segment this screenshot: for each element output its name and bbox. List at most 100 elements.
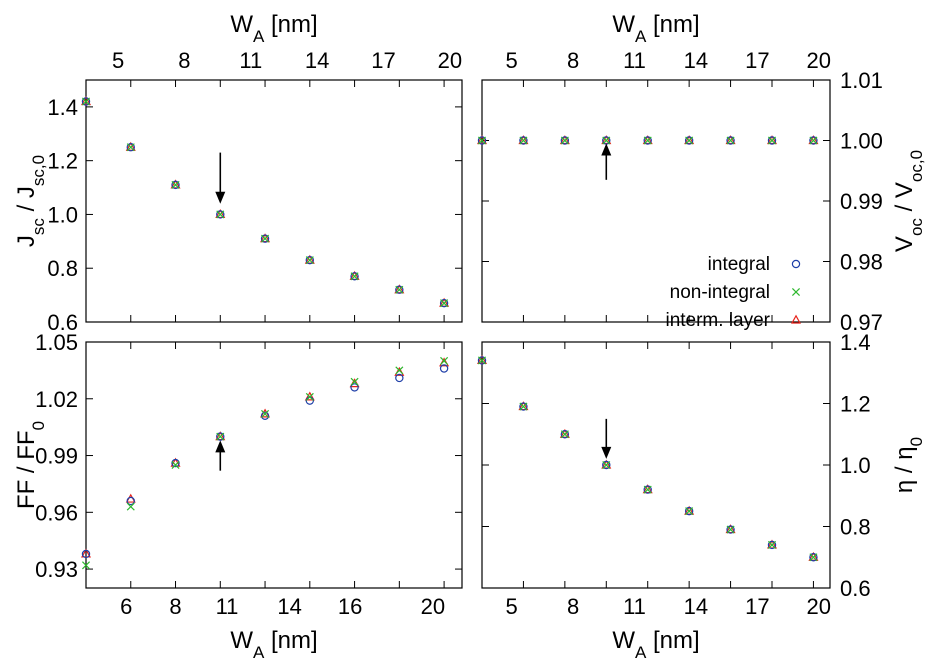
x-tick-label: 17 <box>371 48 395 73</box>
data-point-integral <box>767 136 777 145</box>
data-point-non-integral <box>216 210 225 219</box>
y-tick-label: 1.0 <box>47 202 78 227</box>
data-point-integral <box>305 255 315 265</box>
x-tick-label: 8 <box>567 594 579 619</box>
x-tick-label: 14 <box>684 48 708 73</box>
y-tick-label: 1.00 <box>840 129 883 154</box>
data-point-integral <box>726 136 735 145</box>
data-point-interm-layer <box>80 548 92 558</box>
data-point-integral <box>439 298 449 308</box>
data-point-non-integral <box>171 460 180 470</box>
data-point-integral <box>81 97 91 106</box>
data-point-non-integral <box>726 525 735 534</box>
y-tick-label: 1.01 <box>840 68 883 93</box>
data-point-non-integral <box>395 285 404 294</box>
data-point-interm-layer <box>394 284 405 294</box>
data-point-non-integral <box>560 430 569 439</box>
plot-frame <box>481 341 831 589</box>
y-tick-label: 1.05 <box>35 330 78 355</box>
data-point-interm-layer <box>215 209 226 219</box>
data-point-non-integral <box>216 432 225 441</box>
x-tick-label: 8 <box>178 48 190 73</box>
y-tick-label: 1.2 <box>840 392 871 417</box>
data-point-non-integral <box>81 97 91 106</box>
y-tick-label: 0.96 <box>35 500 78 525</box>
data-point-non-integral <box>809 553 818 562</box>
data-point-non-integral <box>685 136 694 145</box>
data-point-integral <box>602 460 611 470</box>
panel-ff: 0.93 0.96 0.99 1.02 1.05 6 8 11 14 16 20 WA [nm] FF … <box>13 330 463 662</box>
x-tick-label: 8 <box>169 594 181 619</box>
panel-efficiency: 0.6 0.8 1.0 1.2 1.4 5 8 11 14 17 20 WA [nm] η / η0 <box>476 330 926 662</box>
legend-label: non-integral <box>670 282 770 303</box>
data-point-integral <box>260 234 270 243</box>
data-point-integral <box>395 285 404 294</box>
y-tick-label: 0.97 <box>840 310 883 335</box>
data-point-non-integral <box>643 136 652 145</box>
x-tick-label: 20 <box>806 594 830 619</box>
data-point-non-integral <box>395 366 404 375</box>
x-tick-label: 8 <box>567 48 579 73</box>
x-tick-label: 5 <box>506 594 518 619</box>
x-tick-label: 11 <box>239 48 262 73</box>
data-point-non-integral <box>126 143 135 152</box>
data-point-non-integral <box>477 136 487 145</box>
data-point-non-integral <box>261 409 270 418</box>
x-tick-label: 20 <box>438 48 462 73</box>
data-point-non-integral <box>809 136 818 145</box>
x-tick-label: 14 <box>684 594 708 619</box>
data-point-non-integral <box>171 180 180 189</box>
data-point-integral <box>350 383 359 392</box>
data-point-non-integral <box>643 485 652 494</box>
data-point-integral <box>216 432 225 441</box>
data-point-integral <box>171 458 180 468</box>
data-point-interm-layer <box>80 96 92 106</box>
y-tick-label: 0.98 <box>840 250 883 275</box>
data-point-integral <box>684 506 694 516</box>
x-tick-label: 14 <box>277 594 301 619</box>
x-axis-label: WA [nm] <box>612 627 699 662</box>
data-point-interm-layer <box>260 233 271 243</box>
data-point-non-integral <box>440 356 449 365</box>
x-tick-label: 17 <box>745 48 769 73</box>
y-tick-label: 0.8 <box>840 515 871 540</box>
y-tick-label: 0.6 <box>47 310 78 335</box>
data-point-integral <box>477 356 487 365</box>
y-axis-label: FF / FF0 <box>13 421 48 509</box>
data-point-non-integral <box>305 392 314 401</box>
legend-marker-non-integral <box>791 287 801 297</box>
x-tick-label: 11 <box>623 594 646 619</box>
x-tick-label: 17 <box>745 594 769 619</box>
legend-label: interm. layer <box>665 310 770 331</box>
data-point-interm-layer <box>125 141 136 151</box>
data-point-integral <box>126 143 135 152</box>
data-point-integral <box>81 549 91 559</box>
y-tick-label: 1.0 <box>840 453 871 478</box>
arrow-head <box>601 446 612 459</box>
x-axis-label: WA [nm] <box>612 11 699 46</box>
data-point-integral <box>477 136 487 145</box>
data-point-integral <box>350 272 359 281</box>
data-point-integral <box>726 525 735 534</box>
data-point-non-integral <box>350 377 359 386</box>
data-point-integral <box>519 402 528 411</box>
data-point-non-integral <box>519 136 528 145</box>
data-point-integral <box>216 210 225 219</box>
legend-marker-interm-layer <box>790 314 802 324</box>
y-axis-label: η / η0 <box>891 437 926 493</box>
y-tick-label: 0.8 <box>47 256 78 281</box>
arrow-head <box>215 440 226 453</box>
data-point-non-integral <box>305 256 314 265</box>
data-point-integral <box>809 553 818 562</box>
panel-jsc: 0.6 0.8 1.0 1.2 1.4 5 8 11 14 17 20 WA [nm] Jsc / Js… <box>13 11 463 335</box>
data-point-integral <box>305 396 315 405</box>
data-point-non-integral <box>519 402 528 411</box>
y-tick-label: 0.99 <box>35 444 78 469</box>
x-axis-label: WA [nm] <box>230 627 317 662</box>
data-point-integral <box>126 496 135 506</box>
data-point-integral <box>767 540 777 550</box>
y-tick-label: 1.02 <box>35 387 78 412</box>
data-point-non-integral <box>726 136 735 145</box>
plot-frame <box>85 79 463 323</box>
x-tick-label: 16 <box>338 594 362 619</box>
